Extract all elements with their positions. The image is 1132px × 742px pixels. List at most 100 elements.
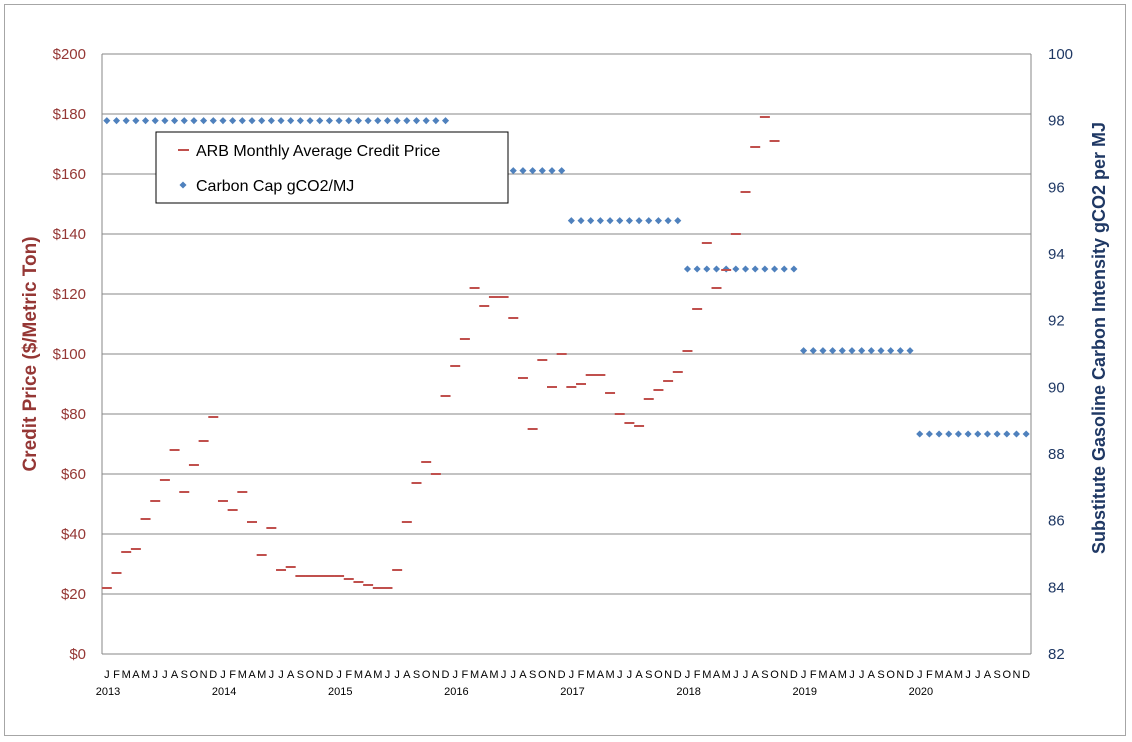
cap-point — [925, 430, 933, 438]
month-tick-label: F — [113, 669, 120, 681]
cap-point — [983, 430, 991, 438]
month-tick-label: J — [801, 669, 807, 681]
cap-point — [829, 347, 837, 355]
left-tick-label: $20 — [61, 586, 86, 603]
left-tick-label: $80 — [61, 406, 86, 423]
month-tick-label: A — [248, 669, 256, 681]
left-tick-label: $180 — [53, 106, 86, 123]
month-tick-label: N — [316, 669, 324, 681]
month-tick-label: J — [685, 669, 691, 681]
cap-point — [277, 117, 285, 125]
month-tick-label: F — [694, 669, 701, 681]
month-tick-label: O — [538, 669, 547, 681]
month-tick-label: J — [849, 669, 855, 681]
cap-point — [674, 217, 682, 225]
cap-point — [519, 167, 527, 175]
cap-point — [848, 347, 856, 355]
month-tick-label: S — [181, 669, 188, 681]
month-tick-label: J — [965, 669, 971, 681]
month-tick-label: O — [654, 669, 663, 681]
right-tick-label: 84 — [1048, 579, 1065, 596]
cap-point — [171, 117, 179, 125]
month-tick-label: O — [306, 669, 315, 681]
month-tick-label: N — [548, 669, 556, 681]
cap-point — [248, 117, 256, 125]
month-tick-label: A — [287, 669, 295, 681]
cap-point — [374, 117, 382, 125]
cap-point — [393, 117, 401, 125]
cap-point — [974, 430, 982, 438]
cap-point — [800, 347, 808, 355]
month-tick-label: O — [422, 669, 431, 681]
month-tick-label: N — [1013, 669, 1021, 681]
left-tick-label: $40 — [61, 526, 86, 543]
month-tick-label: D — [790, 669, 798, 681]
month-tick-label: M — [373, 669, 382, 681]
right-tick-label: 82 — [1048, 646, 1065, 663]
cap-point — [616, 217, 624, 225]
month-tick-label: S — [761, 669, 768, 681]
month-tick-label: J — [452, 669, 458, 681]
cap-point — [780, 265, 788, 273]
left-tick-label: $160 — [53, 166, 86, 183]
cap-point — [383, 117, 392, 125]
cap-point — [954, 430, 962, 438]
year-tick-label: 2017 — [560, 686, 584, 698]
cap-point — [345, 117, 353, 125]
cap-point — [683, 265, 691, 273]
month-tick-label: N — [896, 669, 904, 681]
cap-point — [790, 265, 798, 273]
cap-point — [771, 265, 779, 273]
month-tick-label: A — [403, 669, 411, 681]
cap-point — [103, 117, 111, 125]
month-tick-label: F — [578, 669, 585, 681]
month-tick-label: A — [752, 669, 760, 681]
cap-point — [867, 347, 875, 355]
month-tick-label: F — [810, 669, 817, 681]
month-tick-label: M — [238, 669, 247, 681]
cap-point — [190, 117, 198, 125]
cap-point — [267, 117, 275, 125]
month-tick-label: A — [132, 669, 140, 681]
cap-point — [654, 217, 662, 225]
cap-point — [258, 117, 266, 125]
month-tick-label: J — [733, 669, 739, 681]
cap-point — [209, 117, 217, 125]
month-tick-label: J — [511, 669, 517, 681]
cap-point — [945, 430, 953, 438]
cap-point — [112, 117, 121, 125]
month-tick-label: N — [664, 669, 672, 681]
cap-point — [577, 217, 585, 225]
month-tick-label: J — [627, 669, 633, 681]
month-tick-label: M — [354, 669, 363, 681]
cap-point — [296, 117, 304, 125]
cap-point — [122, 117, 130, 125]
cap-point — [442, 117, 450, 125]
cap-point — [596, 217, 604, 225]
month-tick-label: J — [336, 669, 342, 681]
cap-point — [161, 117, 169, 125]
cap-point — [412, 117, 421, 125]
legend-cap-marker — [179, 181, 187, 189]
cap-point — [838, 347, 846, 355]
month-tick-label: M — [122, 669, 131, 681]
month-tick-label: F — [229, 669, 236, 681]
legend-price-label: ARB Monthly Average Credit Price — [196, 143, 440, 160]
month-tick-label: A — [597, 669, 605, 681]
month-tick-label: M — [141, 669, 150, 681]
cap-point — [1022, 430, 1030, 438]
axes — [101, 54, 1032, 655]
cap-point — [732, 265, 740, 273]
cap-point — [916, 430, 924, 438]
month-tick-label: D — [558, 669, 566, 681]
left-tick-label: $120 — [53, 286, 86, 303]
month-tick-label: J — [278, 669, 284, 681]
left-tick-label: $0 — [69, 646, 86, 663]
year-tick-label: 2013 — [96, 686, 120, 698]
cap-point — [142, 117, 150, 125]
cap-point — [151, 117, 159, 125]
cap-point — [964, 430, 972, 438]
cap-point — [132, 117, 140, 125]
left-axis-title: Credit Price ($/Metric Ton) — [20, 236, 41, 471]
